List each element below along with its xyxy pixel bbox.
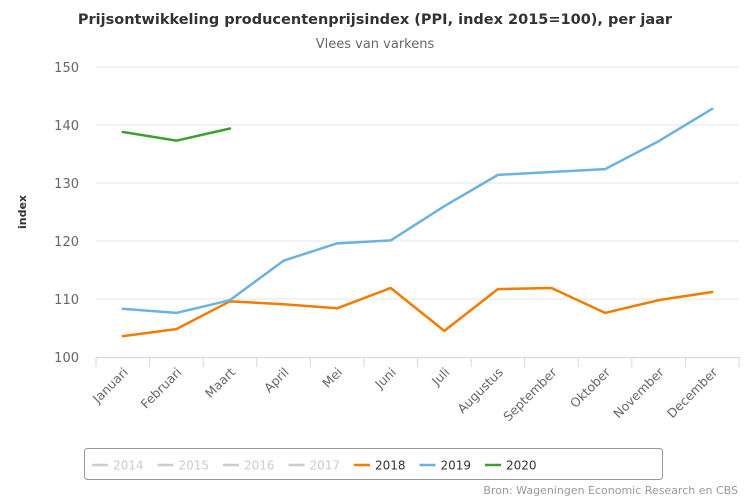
legend-label: 2014 xyxy=(113,459,144,473)
x-tick-label: Januari xyxy=(89,365,131,407)
legend-item-2019[interactable]: 2019 xyxy=(419,459,472,473)
series-lines xyxy=(121,107,714,338)
legend-item-2016[interactable]: 2016 xyxy=(223,459,275,473)
legend-item-2020[interactable]: 2020 xyxy=(485,459,537,473)
legend-item-2017[interactable]: 2017 xyxy=(288,459,341,473)
x-tick-label: April xyxy=(261,365,292,396)
x-tick-label: September xyxy=(500,364,560,424)
legend-label: 2018 xyxy=(375,459,406,473)
x-tick-label: Mei xyxy=(319,365,345,391)
x-tick-label: Oktober xyxy=(567,364,614,411)
legend-item-2018[interactable]: 2018 xyxy=(354,459,406,473)
legend-label: 2016 xyxy=(244,459,275,473)
y-axis-label: index xyxy=(16,195,29,229)
source-credit: Bron: Wageningen Economic Research en CB… xyxy=(483,484,738,497)
legend-item-2014[interactable]: 2014 xyxy=(92,459,144,473)
gridlines xyxy=(96,66,739,300)
y-tick-label: 140 xyxy=(54,119,79,134)
chart-subtitle: Vlees van varkens xyxy=(316,37,435,52)
x-tick-label: Februari xyxy=(137,365,184,412)
x-tick-label: December xyxy=(664,364,721,421)
x-tick-label: Augustus xyxy=(454,365,506,417)
x-tick-label: Juli xyxy=(428,365,452,389)
series-line-2020[interactable] xyxy=(121,127,232,142)
x-tick-label: November xyxy=(610,364,667,421)
y-tick-label: 100 xyxy=(54,351,79,366)
legend-box xyxy=(84,448,663,480)
y-tick-label: 120 xyxy=(54,235,79,250)
x-tick-label: Juni xyxy=(371,365,399,393)
legend: 2014 2015 2016 2017 2018 2019 2020 xyxy=(84,448,663,480)
legend-item-2015[interactable]: 2015 xyxy=(157,459,210,473)
legend-label: 2020 xyxy=(506,459,537,473)
y-tick-label: 110 xyxy=(54,293,79,308)
y-axis-ticks: 100 110 120 130 140 150 xyxy=(54,61,79,366)
legend-label: 2017 xyxy=(310,459,341,473)
chart-title: Prijsontwikkeling producentenprijsindex … xyxy=(78,12,673,28)
x-axis: Januari Februari Maart April Mei Juni Juli Augu… xyxy=(89,357,740,424)
series-line-2018[interactable] xyxy=(121,286,714,338)
series-line-2019[interactable] xyxy=(121,107,714,315)
legend-label: 2015 xyxy=(179,459,210,473)
legend-label: 2019 xyxy=(441,459,472,473)
x-tick-label: Maart xyxy=(202,364,238,400)
y-tick-label: 150 xyxy=(54,61,79,76)
y-tick-label: 130 xyxy=(54,177,79,192)
